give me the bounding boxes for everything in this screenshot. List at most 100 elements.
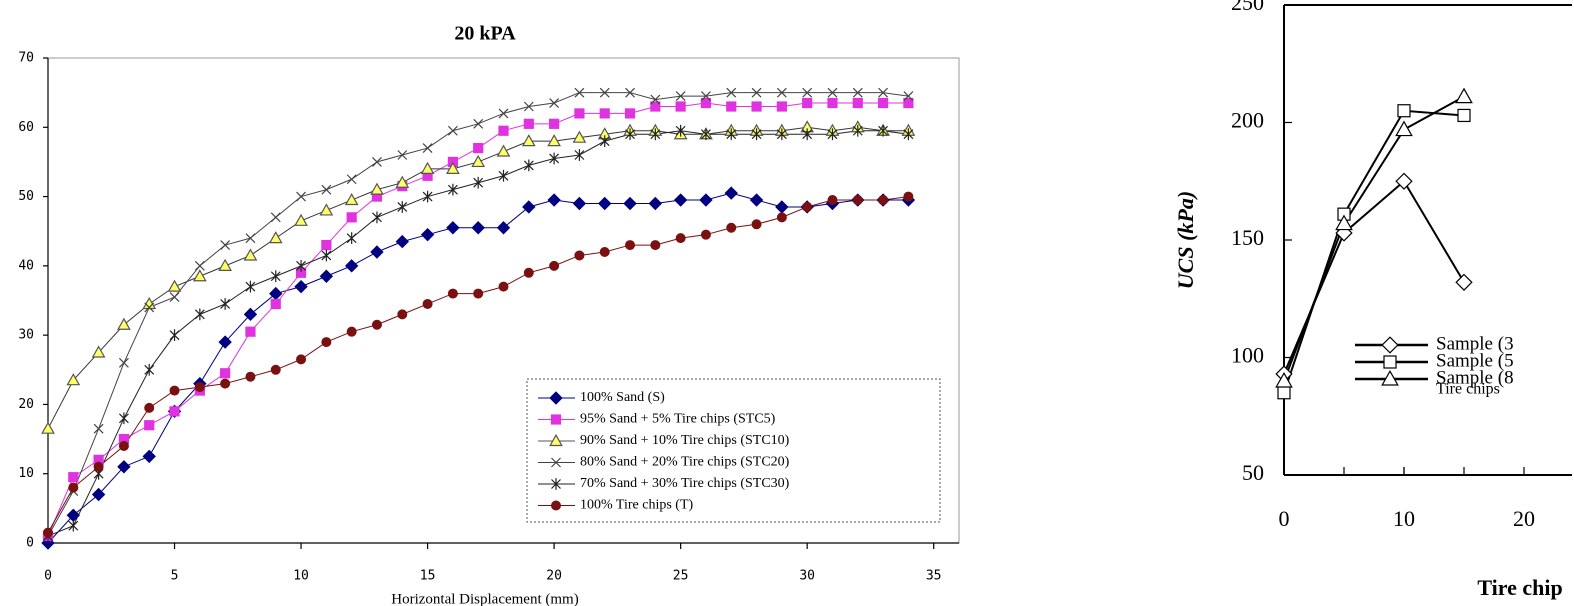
marker <box>220 240 231 250</box>
marker <box>675 101 686 112</box>
marker <box>220 298 231 310</box>
marker <box>420 161 435 174</box>
x-tick-label: 10 <box>1393 506 1415 531</box>
x-tick-label: 0 <box>1279 506 1290 531</box>
marker <box>724 186 738 200</box>
marker <box>144 363 155 376</box>
legend-label: 80% Sand + 20% Tire chips (STC20) <box>580 455 790 470</box>
marker <box>91 345 106 358</box>
marker <box>1381 369 1399 386</box>
marker <box>68 482 79 493</box>
marker <box>701 128 711 141</box>
marker <box>167 279 182 292</box>
marker <box>245 326 256 337</box>
marker <box>726 222 737 233</box>
marker <box>650 240 661 251</box>
x-axis-label: Tire chip <box>1477 575 1562 600</box>
marker <box>776 128 787 141</box>
marker <box>878 124 889 137</box>
marker <box>903 191 914 202</box>
marker <box>68 519 79 532</box>
marker <box>877 97 889 109</box>
marker <box>194 260 205 271</box>
marker <box>344 192 359 206</box>
y-tick-label: 70 <box>18 51 34 66</box>
marker <box>675 124 686 137</box>
marker <box>473 288 484 299</box>
marker <box>370 245 384 259</box>
marker <box>319 269 334 283</box>
marker <box>673 193 688 207</box>
marker <box>574 250 585 261</box>
marker <box>550 414 562 425</box>
marker <box>852 195 863 206</box>
marker <box>321 249 332 262</box>
x-tick-label: 5 <box>171 569 179 584</box>
marker <box>521 134 536 147</box>
marker <box>776 87 787 98</box>
marker <box>776 101 787 112</box>
marker <box>220 378 231 389</box>
marker <box>473 176 484 189</box>
marker <box>551 457 561 468</box>
y-tick-label: 20 <box>18 397 34 412</box>
marker <box>269 286 283 301</box>
marker <box>675 233 686 244</box>
marker <box>726 101 737 112</box>
legend-label: Sample (3 <box>1436 333 1514 354</box>
marker <box>91 487 106 502</box>
marker <box>802 128 813 141</box>
marker <box>93 423 104 434</box>
marker <box>623 196 637 211</box>
y-tick-label: 10 <box>18 466 34 481</box>
marker <box>1395 120 1413 137</box>
marker <box>547 134 561 147</box>
marker <box>1395 172 1413 190</box>
marker <box>294 279 308 294</box>
marker <box>498 108 509 119</box>
marker <box>802 97 813 109</box>
marker <box>169 406 180 417</box>
x-axis-label: Horizontal Displacement (mm) <box>391 591 578 606</box>
marker <box>625 87 635 98</box>
marker <box>118 357 129 368</box>
marker <box>496 221 511 235</box>
marker <box>344 259 359 273</box>
marker <box>496 144 511 157</box>
marker <box>1457 108 1471 123</box>
marker <box>522 200 536 214</box>
marker <box>549 433 563 447</box>
marker <box>218 258 233 271</box>
marker <box>775 200 789 214</box>
marker <box>169 329 180 341</box>
marker <box>142 449 156 464</box>
marker <box>599 247 610 257</box>
marker <box>245 371 256 382</box>
marker <box>827 128 838 141</box>
marker <box>471 154 486 168</box>
marker <box>243 248 258 261</box>
marker <box>194 308 205 321</box>
marker <box>599 87 610 98</box>
marker <box>1455 273 1473 291</box>
marker <box>294 213 308 226</box>
marker <box>117 460 131 474</box>
marker <box>1277 386 1291 400</box>
marker <box>549 391 563 405</box>
marker <box>1275 371 1293 388</box>
marker <box>422 190 433 203</box>
marker <box>625 240 636 251</box>
marker <box>220 368 231 379</box>
marker <box>574 149 585 161</box>
marker <box>372 211 382 224</box>
marker <box>296 191 306 202</box>
x-tick-label: 30 <box>799 569 815 584</box>
marker <box>598 196 612 211</box>
marker <box>878 87 889 98</box>
marker <box>270 270 281 283</box>
marker <box>878 195 889 206</box>
marker <box>117 317 131 330</box>
marker <box>547 193 561 207</box>
marker <box>551 500 561 511</box>
